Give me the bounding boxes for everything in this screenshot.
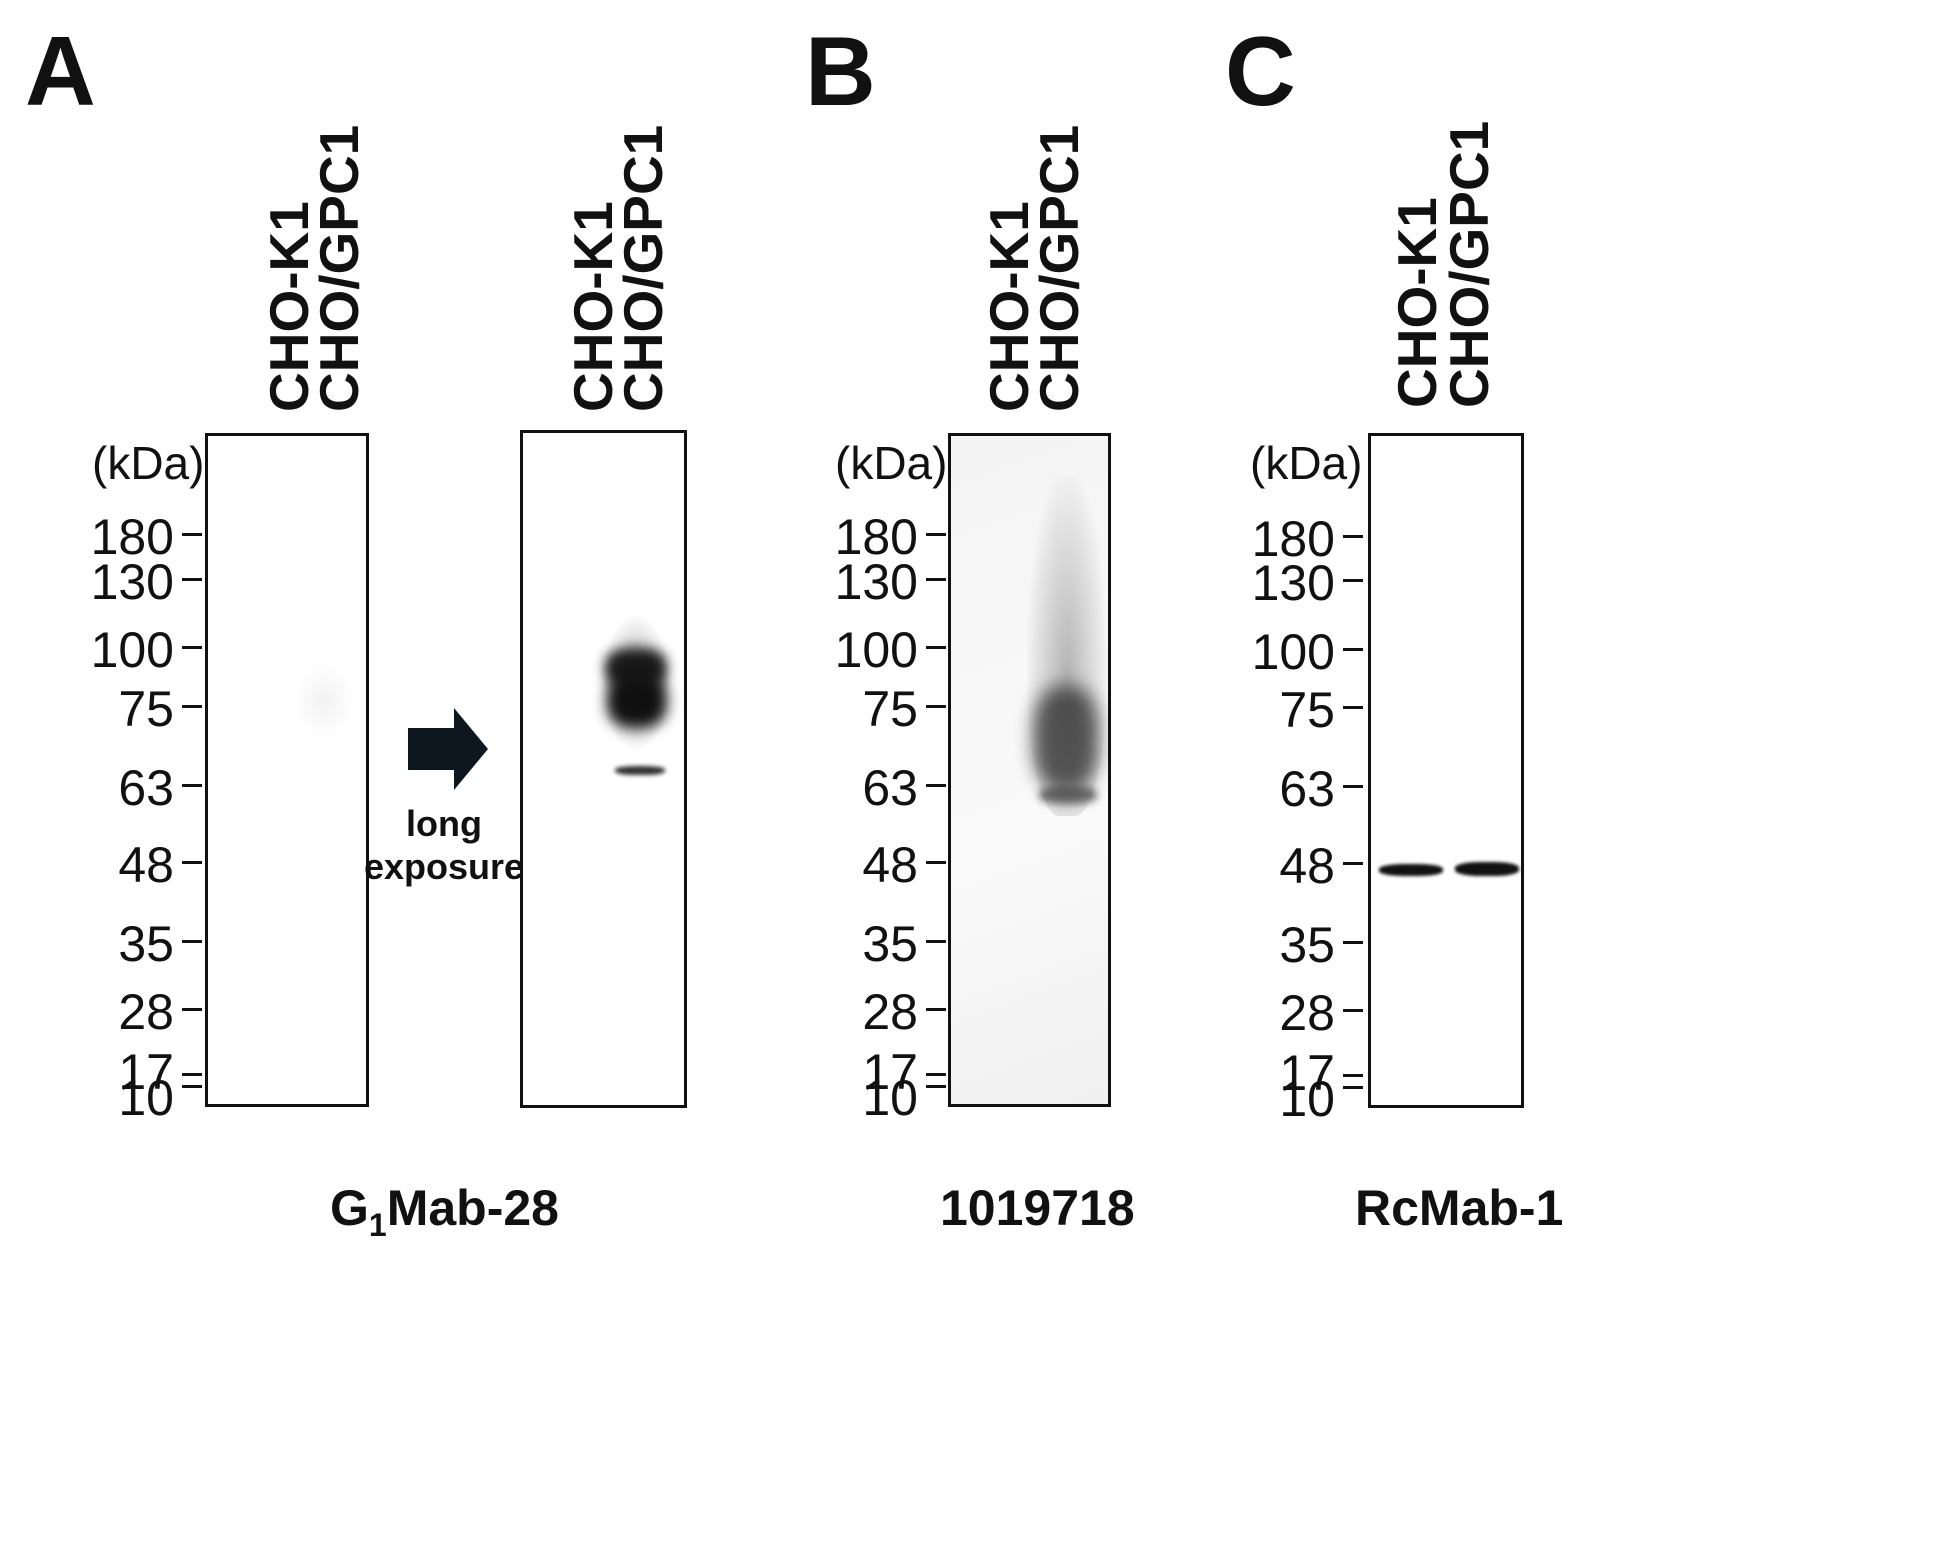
marker-tick xyxy=(182,1085,202,1088)
lane-label-cho-gpc1: CHO/GPC1 xyxy=(1028,124,1090,412)
blot-membrane-c xyxy=(1368,433,1524,1108)
marker-tick xyxy=(1343,862,1363,865)
kda-unit-label: (kDa) xyxy=(92,437,205,489)
marker-label: 180 xyxy=(90,509,174,565)
marker-tick xyxy=(926,646,946,649)
arrow-right-icon xyxy=(408,708,488,790)
marker-tick xyxy=(182,784,202,787)
marker-label: 35 xyxy=(1279,917,1335,973)
marker-label: 10 xyxy=(862,1070,918,1126)
marker-tick xyxy=(926,861,946,864)
marker-tick xyxy=(926,940,946,943)
caption-suffix: Mab-28 xyxy=(386,1180,559,1236)
marker-tick xyxy=(926,705,946,708)
marker-label: 180 xyxy=(834,509,918,565)
arrow-caption: long exposure xyxy=(344,802,544,888)
panel-letter-b: B xyxy=(805,16,876,126)
marker-tick xyxy=(182,705,202,708)
caption-prefix: G xyxy=(330,1180,369,1236)
antibody-caption-c: RcMab-1 xyxy=(1355,1180,1564,1236)
marker-tick xyxy=(1343,706,1363,709)
lane-label-cho-k1: CHO-K1 xyxy=(1386,197,1448,408)
marker-tick xyxy=(1343,941,1363,944)
marker-label: 75 xyxy=(862,681,918,737)
marker-label: 10 xyxy=(1279,1071,1335,1127)
blot-membrane-a-short xyxy=(205,433,369,1107)
antibody-caption-a: G1Mab-28 xyxy=(330,1183,559,1241)
marker-tick xyxy=(1343,579,1363,582)
blot-membrane-b xyxy=(948,433,1111,1107)
marker-tick xyxy=(1343,1074,1363,1077)
kda-unit-label: (kDa) xyxy=(1250,437,1363,489)
marker-label: 17 xyxy=(862,1044,918,1100)
arrow-caption-line2: exposure xyxy=(363,846,525,888)
arrow-caption-line1: long xyxy=(406,803,482,844)
marker-tick xyxy=(1343,1009,1363,1012)
lane-label-cho-gpc1: CHO/GPC1 xyxy=(1438,120,1500,408)
marker-label: 63 xyxy=(1279,761,1335,817)
marker-label: 100 xyxy=(834,622,918,678)
antibody-caption-b: 1019718 xyxy=(940,1180,1135,1236)
marker-tick xyxy=(926,784,946,787)
marker-label: 63 xyxy=(118,760,174,816)
marker-label: 100 xyxy=(90,622,174,678)
marker-label: 10 xyxy=(118,1070,174,1126)
kda-unit-label: (kDa) xyxy=(835,437,948,489)
marker-label: 35 xyxy=(118,916,174,972)
marker-tick xyxy=(1343,785,1363,788)
band-cho-k1 xyxy=(1379,864,1443,876)
marker-tick xyxy=(1343,535,1363,538)
lane-label-cho-gpc1: CHO/GPC1 xyxy=(308,124,370,412)
marker-label: 28 xyxy=(1279,985,1335,1041)
panel-letter-c: C xyxy=(1225,16,1296,126)
marker-label: 100 xyxy=(1251,624,1335,680)
marker-tick xyxy=(1343,648,1363,651)
marker-tick xyxy=(182,533,202,536)
marker-label: 180 xyxy=(1251,511,1335,567)
marker-tick xyxy=(182,1008,202,1011)
blot-membrane-a-long xyxy=(520,430,687,1108)
lower-band xyxy=(1039,786,1097,804)
marker-tick xyxy=(926,578,946,581)
marker-label: 48 xyxy=(1279,838,1335,894)
marker-tick xyxy=(182,578,202,581)
marker-label: 130 xyxy=(834,554,918,610)
marker-label: 130 xyxy=(1251,555,1335,611)
marker-label: 48 xyxy=(118,837,174,893)
marker-label: 17 xyxy=(118,1044,174,1100)
marker-tick xyxy=(182,1073,202,1076)
marker-tick xyxy=(926,1008,946,1011)
marker-label: 17 xyxy=(1279,1045,1335,1101)
marker-label: 75 xyxy=(118,681,174,737)
marker-tick xyxy=(182,940,202,943)
marker-label: 63 xyxy=(862,760,918,816)
marker-label: 130 xyxy=(90,554,174,610)
marker-label: 48 xyxy=(862,837,918,893)
marker-label: 28 xyxy=(862,984,918,1040)
marker-label: 75 xyxy=(1279,682,1335,738)
marker-tick xyxy=(1343,1086,1363,1089)
lower-band xyxy=(615,766,665,775)
marker-tick xyxy=(926,1073,946,1076)
marker-label: 35 xyxy=(862,916,918,972)
marker-tick xyxy=(182,861,202,864)
strong-band xyxy=(607,673,667,728)
strong-band xyxy=(1033,686,1099,791)
faint-band xyxy=(293,661,355,741)
band-cho-gpc1 xyxy=(1455,862,1519,876)
panel-letter-a: A xyxy=(25,16,96,126)
marker-tick xyxy=(182,646,202,649)
marker-label: 28 xyxy=(118,984,174,1040)
caption-subscript: 1 xyxy=(368,1207,387,1243)
marker-tick xyxy=(926,1085,946,1088)
marker-tick xyxy=(926,533,946,536)
lane-label-cho-gpc1: CHO/GPC1 xyxy=(612,124,674,412)
